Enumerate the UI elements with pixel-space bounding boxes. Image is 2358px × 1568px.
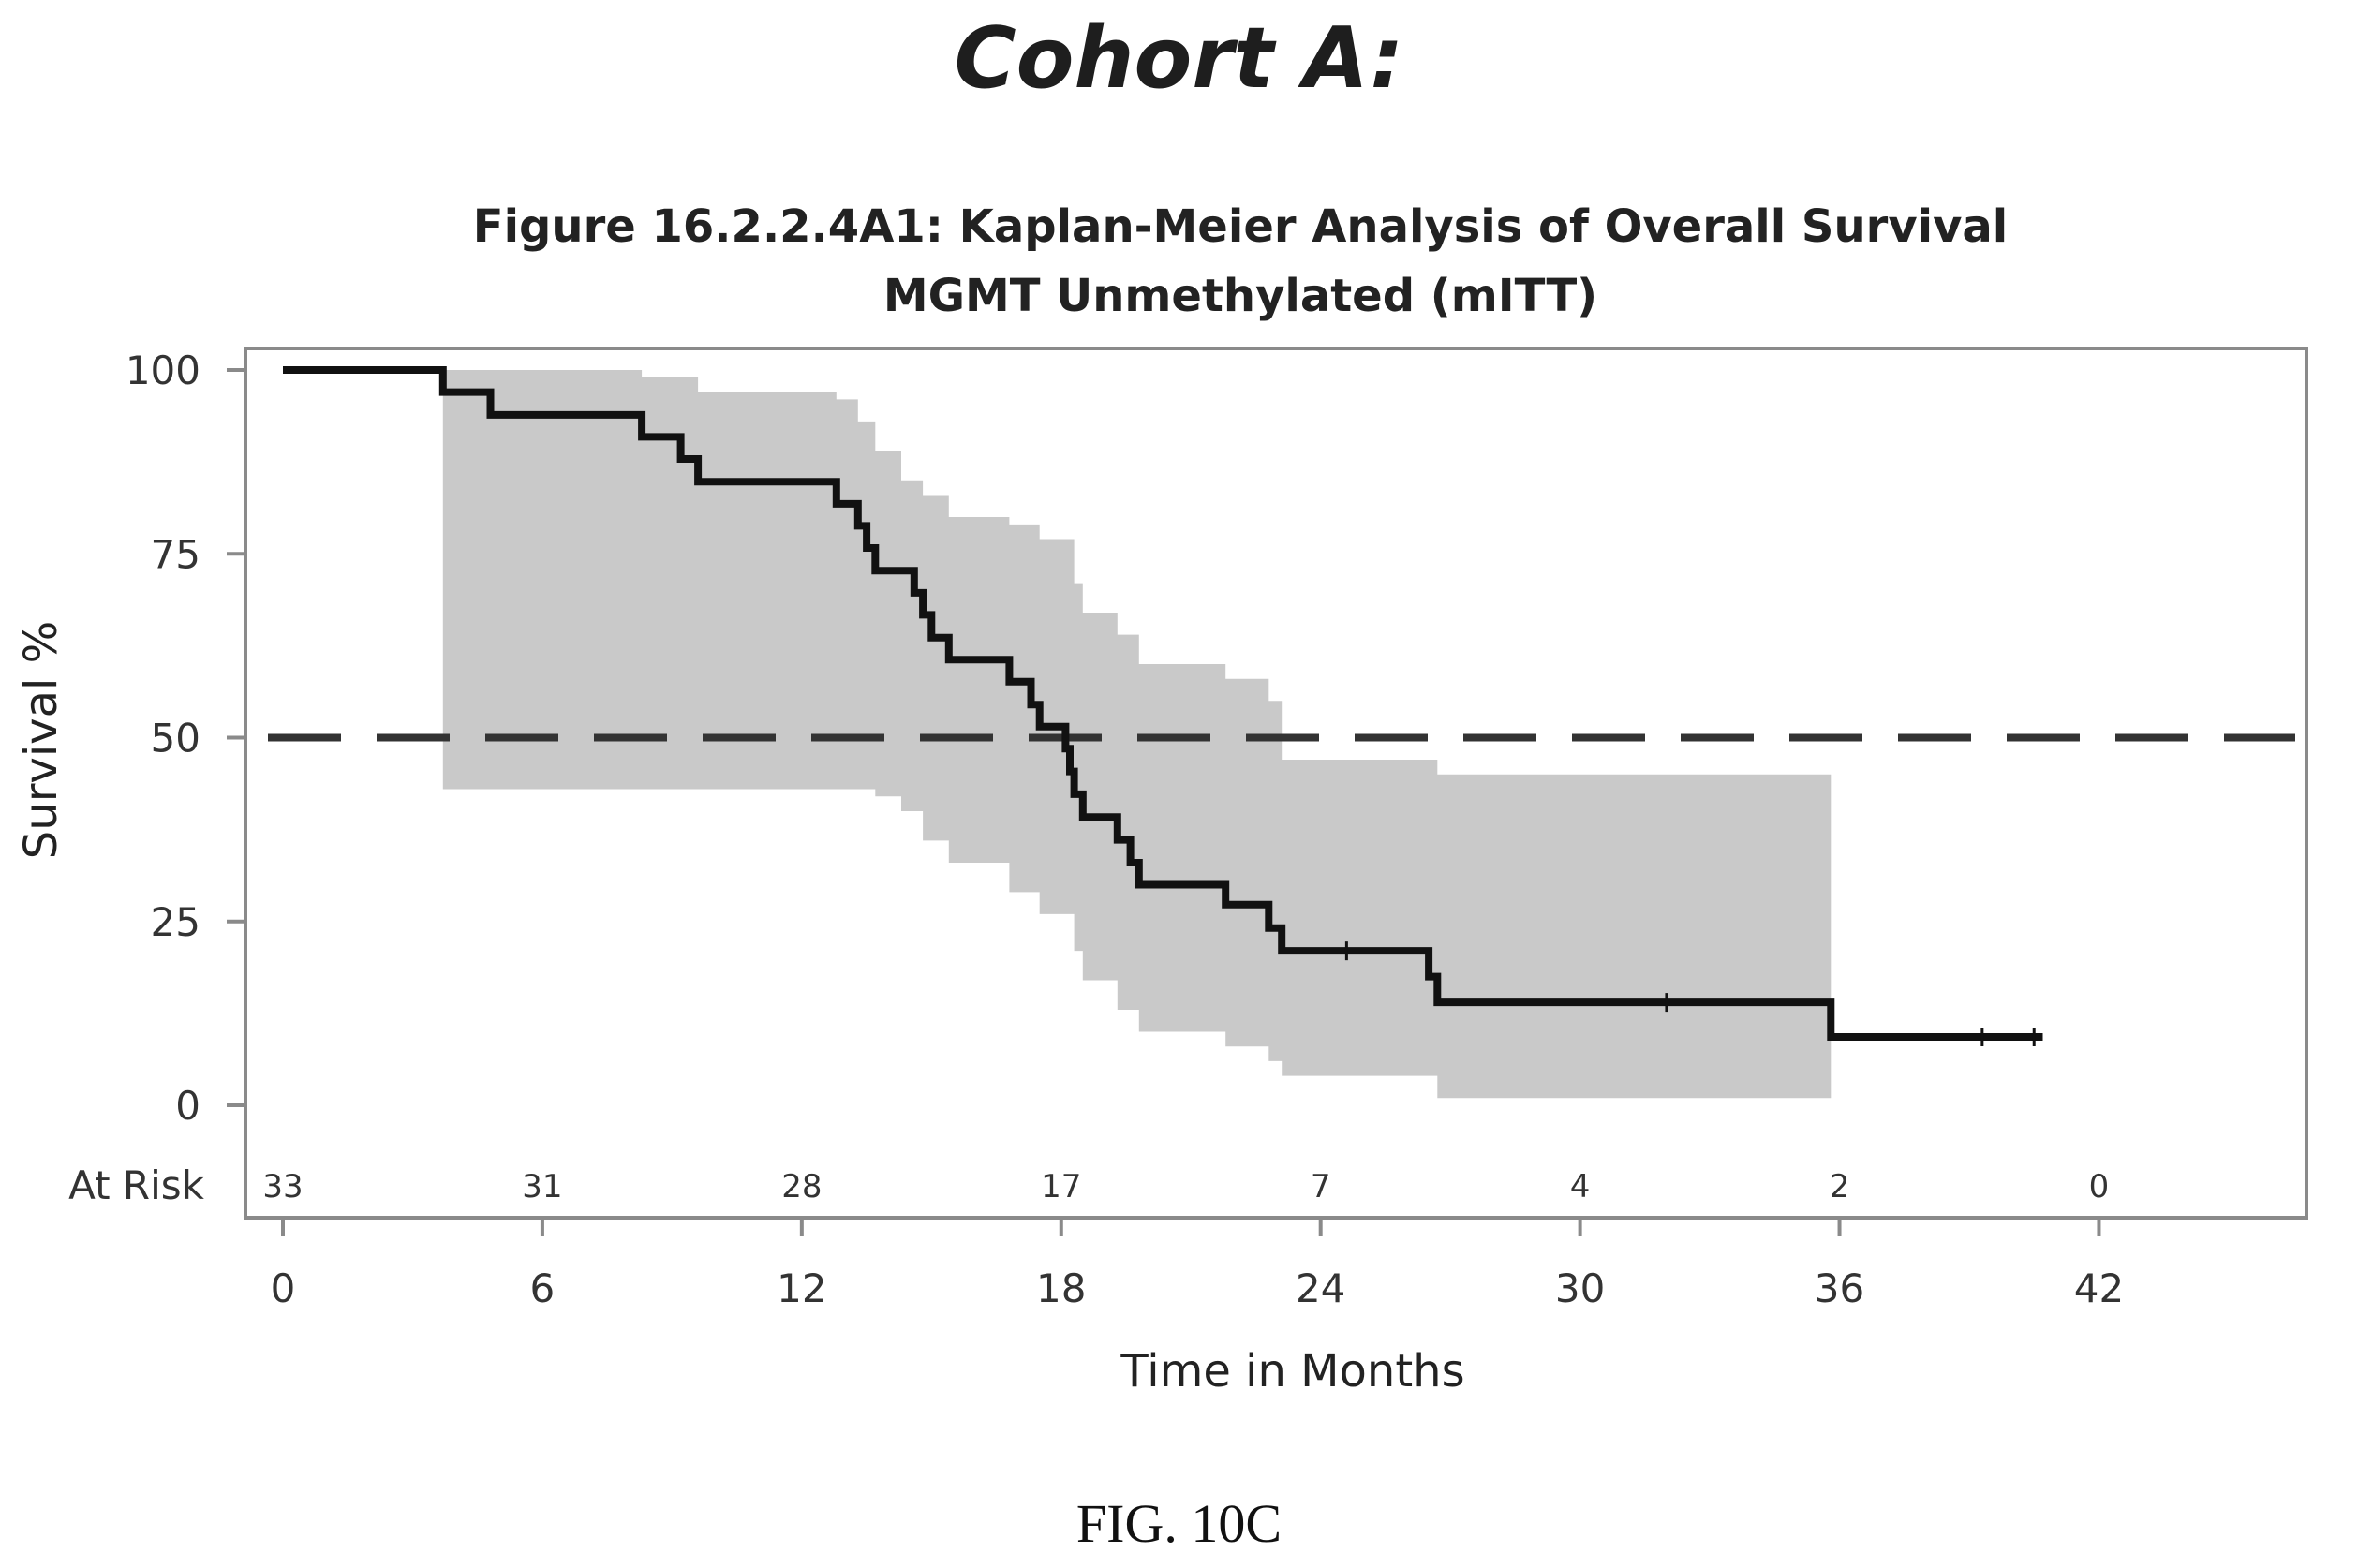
at-risk-count: 33	[262, 1168, 303, 1206]
at-risk-count: 7	[1311, 1168, 1331, 1206]
at-risk-count: 17	[1041, 1168, 1081, 1206]
at-risk-count: 28	[781, 1168, 822, 1206]
at-risk-label: At Risk	[68, 1162, 205, 1208]
x-tick-label: 18	[1036, 1265, 1086, 1311]
censor-marks-layer	[1344, 941, 2036, 1046]
x-tick-label: 12	[777, 1265, 826, 1311]
confidence-band-layer	[442, 370, 1832, 1099]
chart-subtitle: MGMT Unmethylated (mITT)	[883, 270, 1597, 322]
survival-curve	[283, 366, 2043, 1041]
at-risk-count: 4	[1570, 1168, 1591, 1206]
x-tick-label: 42	[2074, 1265, 2124, 1311]
y-tick-label: 25	[151, 899, 200, 945]
y-tick-label: 100	[126, 348, 200, 393]
y-tick-label: 75	[151, 531, 200, 577]
x-axis: 0 6 12 18 24 30 36 42	[271, 1218, 2124, 1311]
plot-frame	[244, 347, 2308, 1220]
at-risk-count: 0	[2089, 1168, 2110, 1206]
x-tick-label: 30	[1555, 1265, 1605, 1311]
y-axis: 0 25 50 75 100	[126, 348, 245, 1129]
figure-caption: FIG. 10C	[1075, 1493, 1283, 1554]
chart-title: Figure 16.2.2.4A1: Kaplan-Meier Analysis…	[473, 200, 2008, 253]
at-risk-count: 2	[1830, 1168, 1850, 1206]
x-tick-label: 36	[1815, 1265, 1864, 1311]
survival-curve-layer	[283, 366, 2043, 1041]
x-tick-label: 0	[271, 1265, 296, 1311]
cohort-heading: Cohort A:	[954, 9, 1404, 108]
confidence-band	[442, 370, 1832, 1099]
y-tick-label: 50	[151, 716, 200, 762]
at-risk-table: 33 31 28 17 7 4 2 0	[262, 1168, 2109, 1206]
x-tick-label: 24	[1296, 1265, 1345, 1311]
y-axis-label: Survival %	[15, 621, 67, 859]
at-risk-count: 31	[522, 1168, 562, 1206]
x-tick-label: 6	[530, 1265, 556, 1311]
y-tick-label: 0	[175, 1083, 200, 1129]
x-axis-label: Time in Months	[1120, 1345, 1464, 1398]
